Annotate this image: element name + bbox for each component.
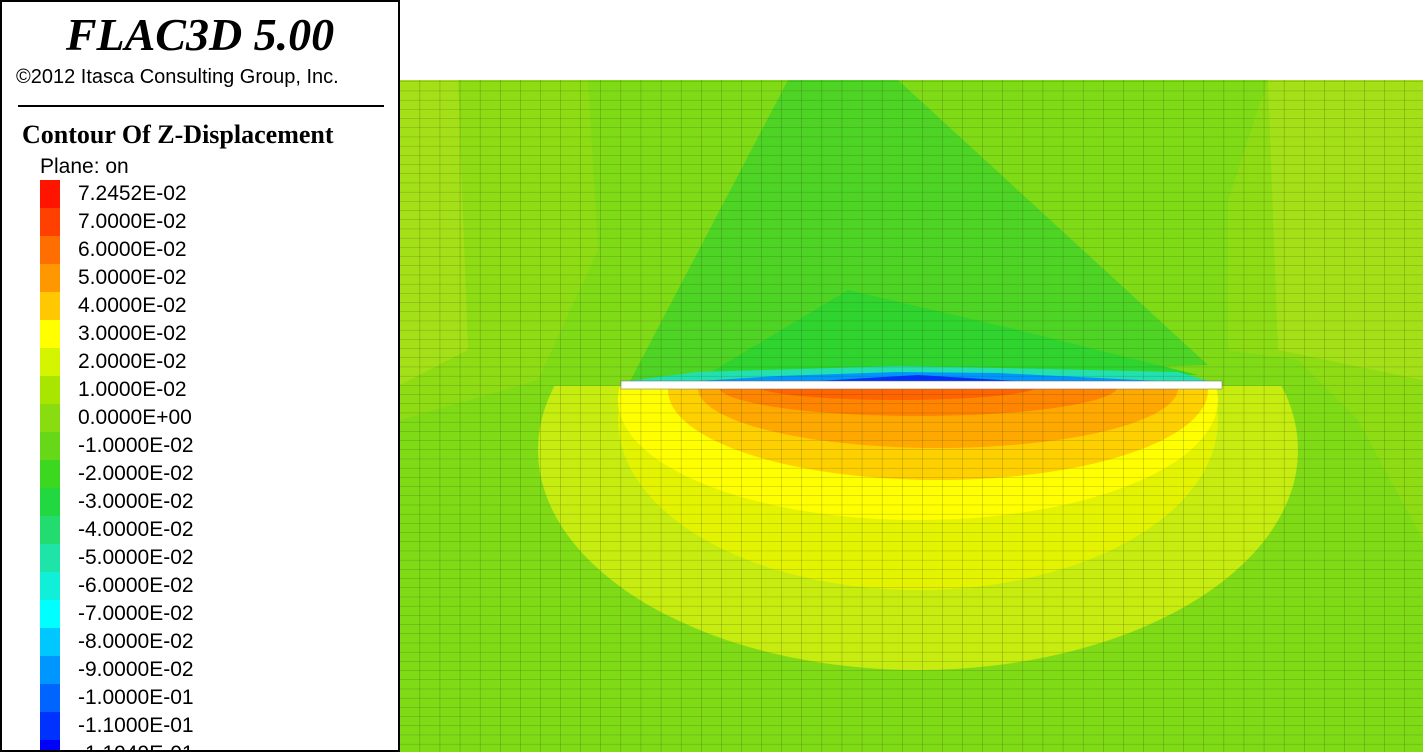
mesh bbox=[400, 80, 1423, 752]
legend-swatch bbox=[40, 712, 60, 740]
legend-swatch bbox=[40, 348, 60, 376]
legend-label: -1.0000E-02 bbox=[78, 434, 194, 457]
legend-panel: FLAC3D 5.00 ©2012 Itasca Consulting Grou… bbox=[0, 0, 400, 752]
legend-swatch bbox=[40, 544, 60, 572]
legend-label: 3.0000E-02 bbox=[78, 322, 187, 345]
legend-label: -6.0000E-02 bbox=[78, 574, 194, 597]
divider bbox=[18, 105, 384, 107]
legend-label: 7.2452E-02 bbox=[78, 182, 187, 205]
legend-label: 7.0000E-02 bbox=[78, 210, 187, 233]
legend-swatch bbox=[40, 460, 60, 488]
legend-swatch bbox=[40, 404, 60, 432]
legend-swatch bbox=[40, 180, 60, 208]
legend-label: 1.0000E-02 bbox=[78, 378, 187, 401]
excavation bbox=[620, 380, 1223, 390]
legend-label: -8.0000E-02 bbox=[78, 630, 194, 653]
legend-title: Contour Of Z-Displacement bbox=[22, 120, 334, 149]
legend-swatch bbox=[40, 208, 60, 236]
legend-label: -7.0000E-02 bbox=[78, 602, 194, 625]
legend-label: -9.0000E-02 bbox=[78, 658, 194, 681]
legend-swatch bbox=[40, 376, 60, 404]
legend-swatch bbox=[40, 488, 60, 516]
plane-status: Plane: on bbox=[40, 155, 129, 178]
legend-label: 6.0000E-02 bbox=[78, 238, 187, 261]
legend-label: 4.0000E-02 bbox=[78, 294, 187, 317]
legend-swatch bbox=[40, 264, 60, 292]
legend-label: -1.1949E-01 bbox=[78, 742, 194, 750]
legend-label: 2.0000E-02 bbox=[78, 350, 187, 373]
legend-label: -5.0000E-02 bbox=[78, 546, 194, 569]
legend-swatch bbox=[40, 740, 60, 750]
legend-swatch bbox=[40, 600, 60, 628]
legend-label: -4.0000E-02 bbox=[78, 518, 194, 541]
legend-swatch bbox=[40, 628, 60, 656]
legend-label: -2.0000E-02 bbox=[78, 462, 194, 485]
copyright: ©2012 Itasca Consulting Group, Inc. bbox=[16, 66, 339, 88]
legend-label: -1.1000E-01 bbox=[78, 714, 194, 737]
legend-swatch bbox=[40, 292, 60, 320]
app-title: FLAC3D 5.00 bbox=[65, 9, 335, 60]
legend-swatch bbox=[40, 516, 60, 544]
legend-label: 5.0000E-02 bbox=[78, 266, 187, 289]
legend-swatch bbox=[40, 320, 60, 348]
legend-swatch bbox=[40, 432, 60, 460]
legend-swatch bbox=[40, 572, 60, 600]
legend-swatch bbox=[40, 684, 60, 712]
contour-view bbox=[398, 0, 1423, 752]
legend-label: -1.0000E-01 bbox=[78, 686, 194, 709]
blank-area bbox=[398, 0, 1423, 80]
legend-label: 0.0000E+00 bbox=[78, 406, 192, 429]
legend-swatch bbox=[40, 236, 60, 264]
legend-label: -3.0000E-02 bbox=[78, 490, 194, 513]
legend-swatch bbox=[40, 656, 60, 684]
